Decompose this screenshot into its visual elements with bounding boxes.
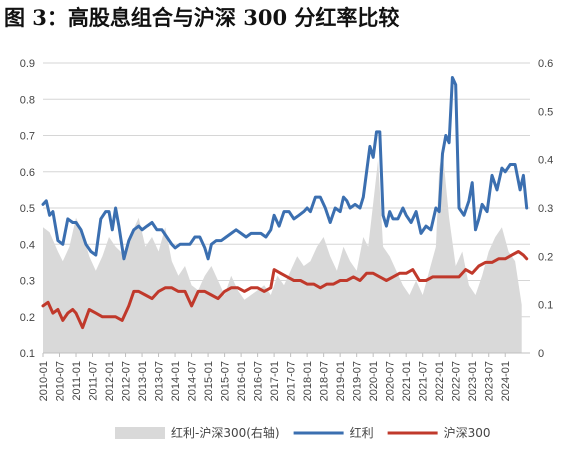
x-tick-label: 2016-01 — [236, 361, 248, 401]
y-left-tick-label: 0.6 — [20, 167, 35, 179]
x-tick-label: 2017-01 — [269, 361, 281, 401]
x-tick-label: 2014-01 — [170, 361, 182, 401]
x-tick-label: 2011-01 — [71, 361, 83, 401]
x-tick-label: 2022-07 — [451, 361, 463, 401]
x-axis: 2010-01 2010-07 2011-01 2011-07 2012-01 2012-… — [38, 352, 530, 401]
legend-label: 沪深300 — [444, 426, 491, 440]
y-left-tick-label: 0.2 — [20, 312, 35, 324]
legend-swatch-spread — [115, 427, 165, 439]
y-right-tick-label: 0.6 — [538, 58, 553, 70]
x-tick-label: 2024-01 — [500, 361, 512, 401]
legend: 红利-沪深300(右轴) 红利 沪深300 — [115, 425, 491, 440]
y-left-tick-label: 0.8 — [20, 94, 35, 106]
x-tick-label: 2020-01 — [368, 361, 380, 401]
y-left-tick-label: 0.7 — [20, 131, 35, 143]
legend-label: 红利 — [350, 425, 374, 440]
y-right-tick-label: 0.2 — [538, 251, 553, 263]
legend-label: 红利-沪深300(右轴) — [171, 425, 280, 440]
x-tick-label: 2023-01 — [467, 361, 479, 401]
x-tick-label: 2019-07 — [352, 361, 364, 401]
x-tick-label: 2010-07 — [55, 361, 67, 401]
x-tick-label: 2018-01 — [302, 361, 314, 401]
x-tick-label: 2023-07 — [484, 361, 496, 401]
y-left-tick-label: 0.4 — [20, 239, 35, 251]
x-tick-label: 2017-07 — [286, 361, 298, 401]
y-axis-left: 0.1 0.2 0.3 0.4 0.5 0.6 0.7 0.8 0.9 — [20, 58, 35, 360]
x-tick-label: 2015-07 — [220, 361, 232, 401]
x-tick-label: 2014-07 — [187, 361, 199, 401]
x-tick-label: 2013-07 — [154, 361, 166, 401]
x-tick-label: 2019-01 — [335, 361, 347, 401]
x-tick-label: 2021-07 — [418, 361, 430, 401]
x-tick-label: 2010-01 — [38, 361, 50, 401]
x-tick-label: 2018-07 — [319, 361, 331, 401]
x-tick-label: 2015-01 — [203, 361, 215, 401]
y-right-tick-label: 0.1 — [538, 300, 553, 312]
y-right-tick-label: 0.5 — [538, 106, 553, 118]
x-tick-label: 2022-01 — [434, 361, 446, 401]
x-tick-label: 2012-01 — [104, 361, 116, 401]
x-tick-label: 2016-07 — [253, 361, 265, 401]
y-left-tick-label: 0.5 — [20, 203, 35, 215]
y-right-tick-label: 0.4 — [538, 155, 553, 167]
spread-area-layer — [43, 150, 522, 353]
x-tick-label: 2020-07 — [385, 361, 397, 401]
series-line-dividend — [41, 76, 529, 261]
y-left-tick-label: 0.3 — [20, 276, 35, 288]
x-tick-label: 2012-07 — [121, 361, 133, 401]
series-area-spread — [43, 150, 522, 353]
y-right-tick-label: 0.3 — [538, 203, 553, 215]
figure-title: 图 3：高股息组合与沪深 300 分红率比较 — [4, 5, 400, 30]
series-line-csi300 — [41, 250, 529, 330]
y-right-tick-label: 0 — [538, 348, 544, 360]
x-tick-label: 2011-07 — [88, 361, 100, 401]
y-left-tick-label: 0.9 — [20, 58, 35, 70]
y-axis-right: 0 0.1 0.2 0.3 0.4 0.5 0.6 — [538, 58, 553, 360]
x-tick-label: 2013-01 — [137, 361, 149, 401]
x-tick-label: 2021-01 — [401, 361, 413, 401]
y-left-tick-label: 0.1 — [20, 348, 35, 360]
series-lines-layer — [41, 76, 529, 330]
